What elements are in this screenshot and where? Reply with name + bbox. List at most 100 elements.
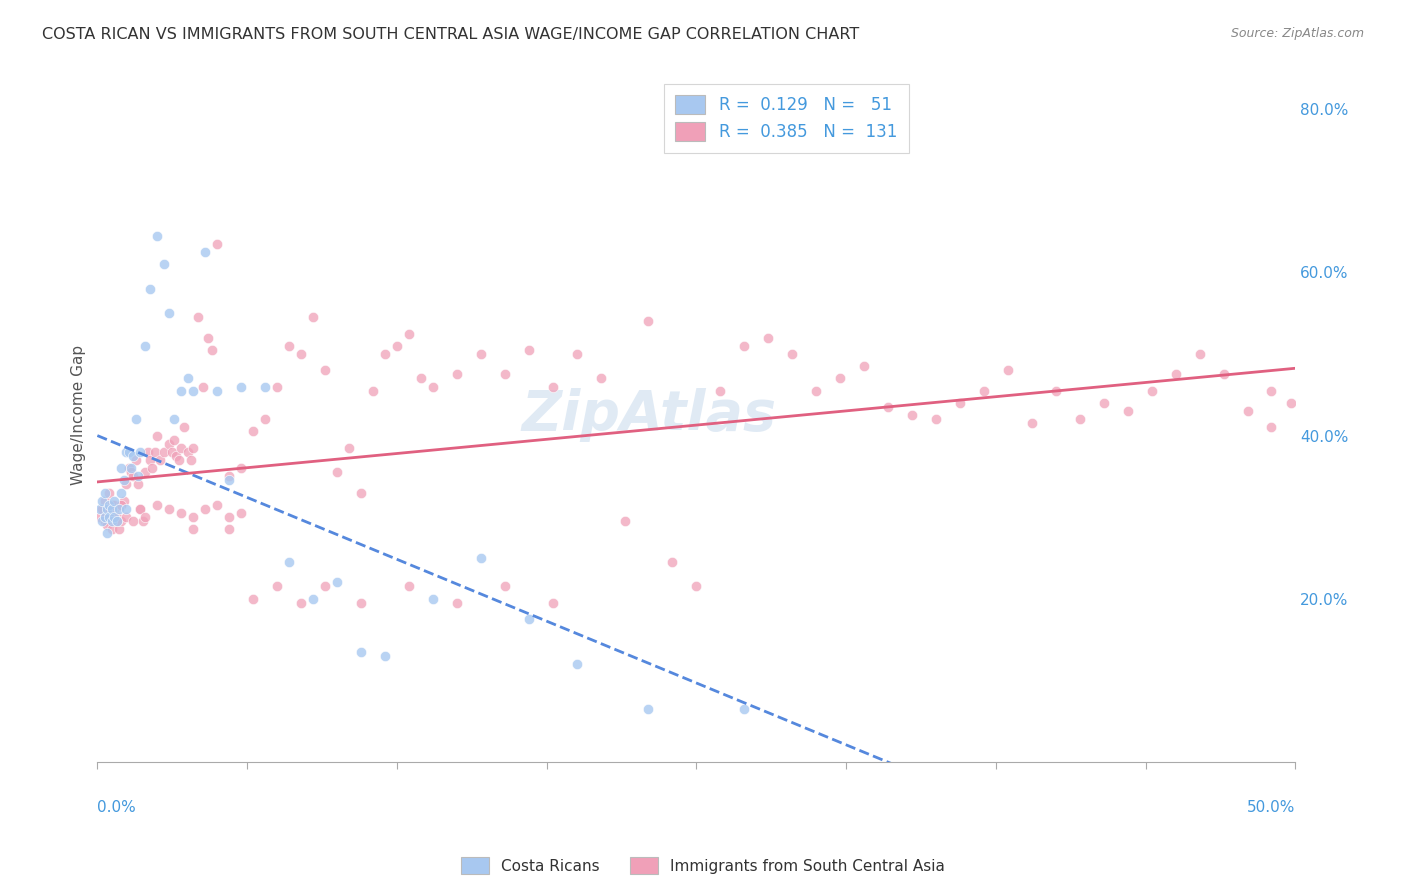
Point <box>218 474 240 488</box>
Point <box>187 310 209 325</box>
Point <box>177 371 200 385</box>
Point <box>1236 404 1258 418</box>
Point <box>949 396 972 410</box>
Point <box>91 502 114 516</box>
Point <box>98 498 121 512</box>
Point <box>134 339 156 353</box>
Point <box>361 384 384 398</box>
Point <box>132 514 155 528</box>
Point <box>157 436 180 450</box>
Point <box>278 555 301 569</box>
Point <box>127 477 149 491</box>
Point <box>167 453 190 467</box>
Point <box>350 645 373 659</box>
Point <box>637 314 659 328</box>
Point <box>100 522 122 536</box>
Point <box>756 331 779 345</box>
Point <box>120 465 142 479</box>
Point <box>398 579 420 593</box>
Point <box>96 526 118 541</box>
Point <box>170 441 193 455</box>
Point <box>110 498 132 512</box>
Point <box>205 236 228 251</box>
Point <box>115 510 138 524</box>
Point <box>146 428 169 442</box>
Point <box>229 379 252 393</box>
Point <box>1279 396 1302 410</box>
Point <box>122 449 145 463</box>
Point <box>1092 396 1115 410</box>
Point <box>143 445 166 459</box>
Point <box>125 453 148 467</box>
Point <box>181 384 204 398</box>
Point <box>374 648 396 663</box>
Point <box>136 445 159 459</box>
Point <box>350 485 373 500</box>
Point <box>96 502 118 516</box>
Point <box>201 343 224 357</box>
Legend: R =  0.129   N =   51, R =  0.385   N =  131: R = 0.129 N = 51, R = 0.385 N = 131 <box>664 84 908 153</box>
Point <box>112 493 135 508</box>
Point <box>242 425 264 439</box>
Point <box>398 326 420 341</box>
Point <box>170 506 193 520</box>
Point <box>163 412 186 426</box>
Point <box>409 371 432 385</box>
Point <box>181 522 204 536</box>
Text: ZipAtlas: ZipAtlas <box>522 388 776 442</box>
Point <box>470 347 492 361</box>
Point <box>96 518 118 533</box>
Point <box>1260 420 1282 434</box>
Point <box>98 510 121 524</box>
Text: Source: ZipAtlas.com: Source: ZipAtlas.com <box>1230 27 1364 40</box>
Point <box>254 379 277 393</box>
Point <box>229 506 252 520</box>
Point <box>446 368 468 382</box>
Point <box>122 514 145 528</box>
Point <box>98 485 121 500</box>
Point <box>103 493 125 508</box>
Text: 0.0%: 0.0% <box>97 800 136 815</box>
Point <box>685 579 707 593</box>
Point <box>165 449 187 463</box>
Point <box>877 400 900 414</box>
Point <box>115 477 138 491</box>
Point <box>830 371 852 385</box>
Point <box>127 469 149 483</box>
Point <box>93 485 115 500</box>
Point <box>153 257 176 271</box>
Point <box>205 384 228 398</box>
Point <box>290 596 312 610</box>
Point <box>1164 368 1187 382</box>
Point <box>115 445 138 459</box>
Point <box>117 445 139 459</box>
Point <box>139 453 162 467</box>
Point <box>314 363 336 377</box>
Point <box>218 510 240 524</box>
Point <box>517 343 540 357</box>
Point <box>139 282 162 296</box>
Point <box>337 441 360 455</box>
Point <box>494 579 516 593</box>
Point <box>197 331 219 345</box>
Point <box>229 461 252 475</box>
Point <box>1069 412 1091 426</box>
Text: 50.0%: 50.0% <box>1247 800 1295 815</box>
Legend: Costa Ricans, Immigrants from South Central Asia: Costa Ricans, Immigrants from South Cent… <box>456 851 950 880</box>
Point <box>153 445 176 459</box>
Point <box>89 502 111 516</box>
Point <box>129 502 152 516</box>
Point <box>120 461 142 475</box>
Point <box>350 596 373 610</box>
Point <box>242 591 264 606</box>
Point <box>89 510 111 524</box>
Point <box>173 420 195 434</box>
Point <box>218 469 240 483</box>
Point <box>105 514 128 528</box>
Point <box>925 412 948 426</box>
Point <box>110 485 132 500</box>
Point <box>110 514 132 528</box>
Point <box>901 408 924 422</box>
Y-axis label: Wage/Income Gap: Wage/Income Gap <box>72 345 86 485</box>
Point <box>422 591 444 606</box>
